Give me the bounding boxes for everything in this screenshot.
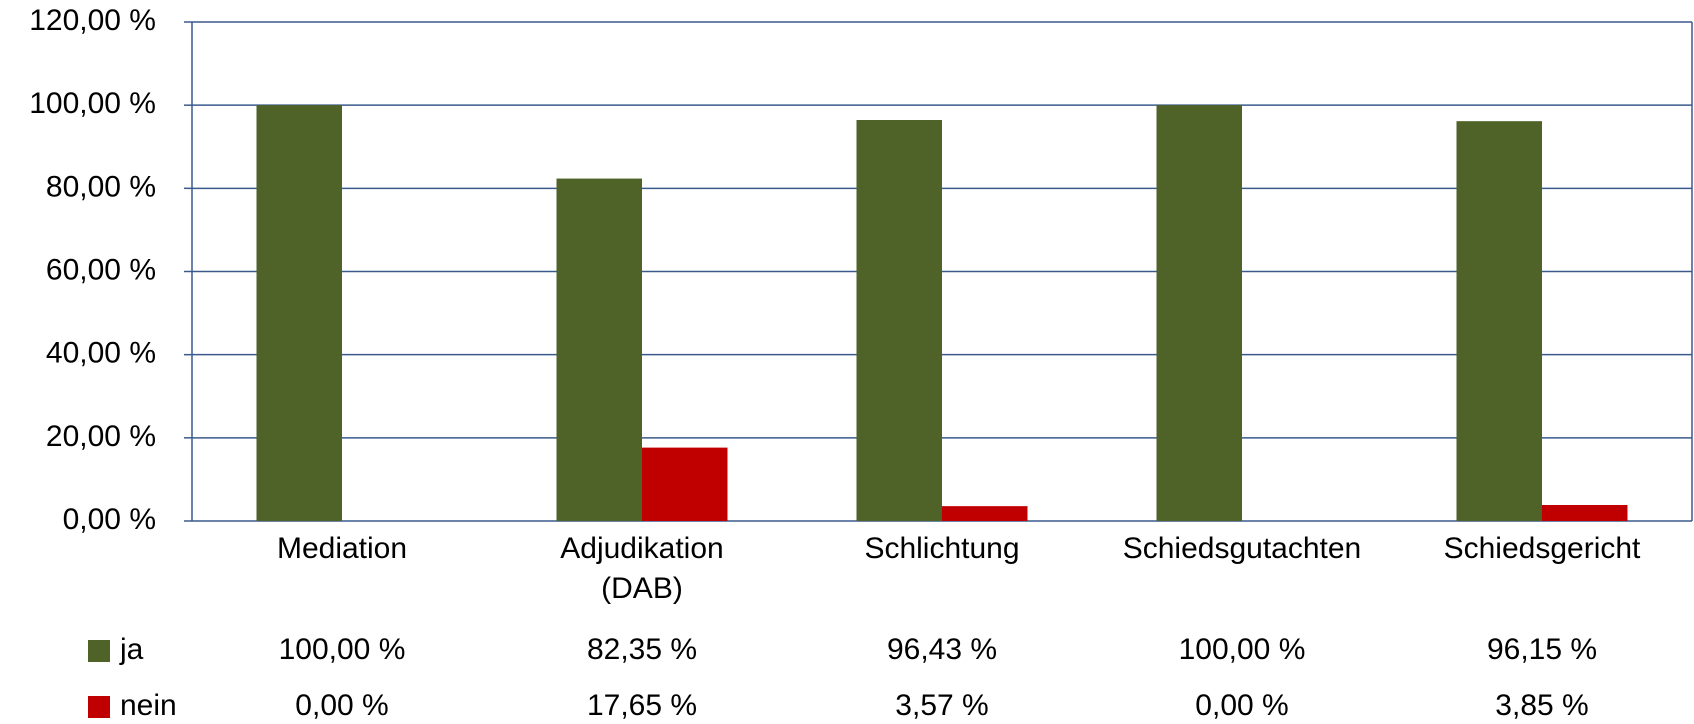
value-label: 3,57 % [895,689,988,722]
bar [1456,121,1542,522]
bar [1156,105,1242,522]
y-tick-label: 80,00 % [46,170,156,203]
bar [856,120,942,522]
y-tick-label: 20,00 % [46,420,156,453]
y-tick-label: 60,00 % [46,253,156,286]
value-label: 0,00 % [1195,689,1288,722]
value-label: 96,15 % [1487,633,1597,666]
value-label: 3,85 % [1495,689,1588,722]
value-label: 82,35 % [587,633,697,666]
value-label: 0,00 % [295,689,388,722]
y-tick-label: 0,00 % [63,503,156,536]
bar [256,105,342,522]
value-label: 100,00 % [1179,633,1306,666]
legend-swatch [88,640,110,662]
y-tick-label: 100,00 % [29,87,156,120]
bar [1542,504,1628,521]
value-label: 17,65 % [587,689,697,722]
legend-label: nein [120,689,177,722]
legend-swatch [88,696,110,718]
legend-label: ja [119,633,144,666]
y-tick-label: 40,00 % [46,337,156,370]
x-tick-label: Schiedsgutachten [1122,532,1362,565]
x-tick-label: Adjudikation (DAB) [560,532,724,605]
x-tick-label: Schlichtung [864,532,1020,565]
y-tick-label: 120,00 % [29,4,156,37]
bar [942,506,1028,521]
bar [556,178,642,521]
x-tick-label: Schiedsgericht [1443,532,1641,565]
value-label: 100,00 % [279,633,406,666]
value-label: 96,43 % [887,633,997,666]
bar [642,447,728,521]
x-tick-label: Mediation [276,532,408,565]
